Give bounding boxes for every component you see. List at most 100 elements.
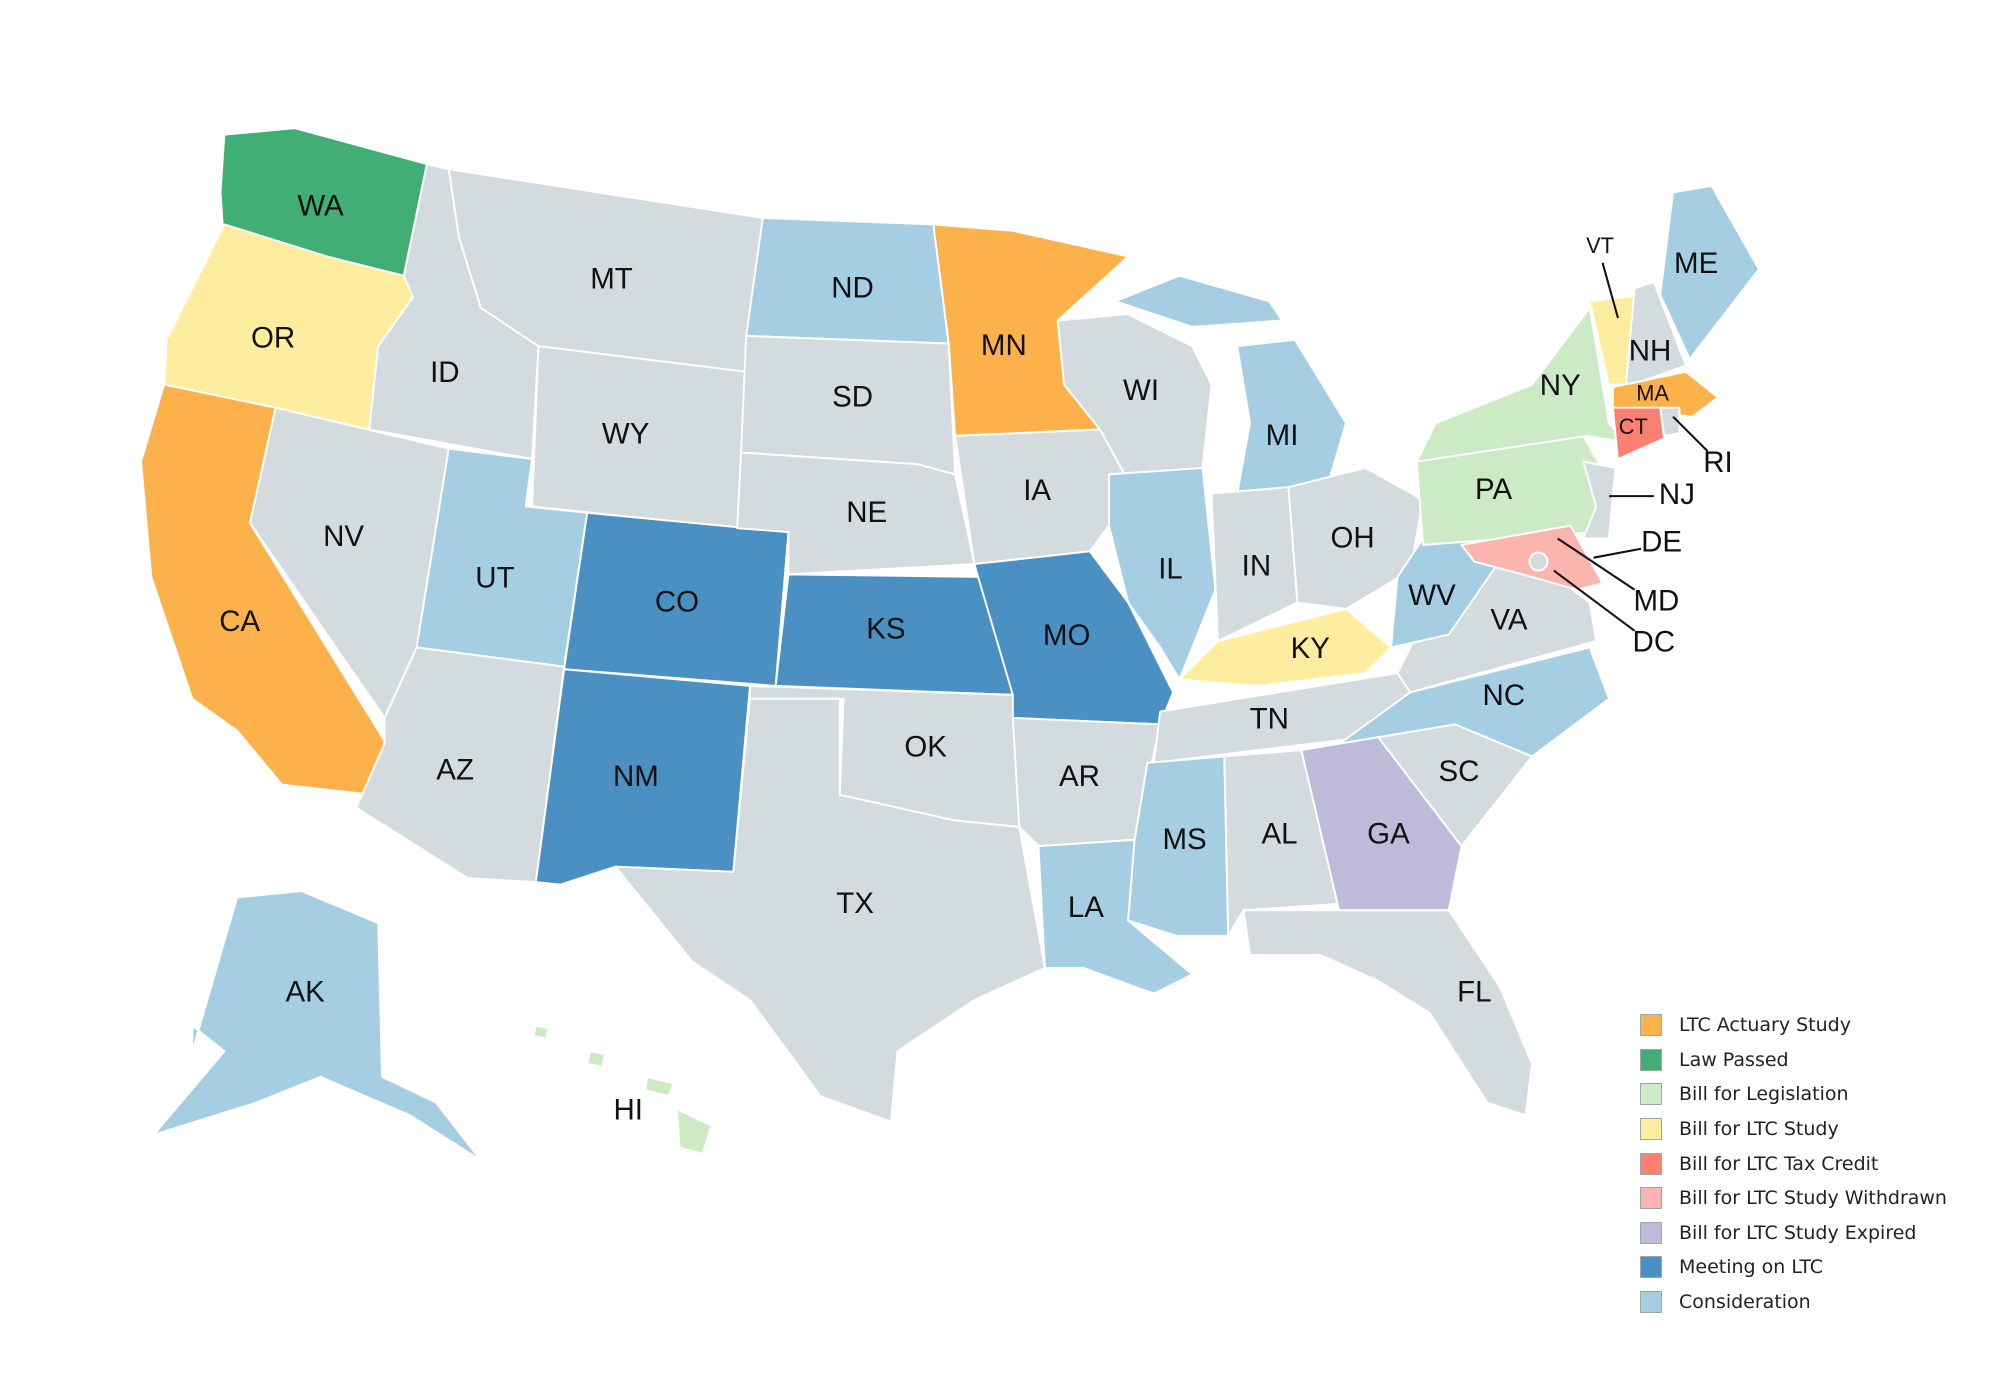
state-shape[interactable]: [675, 1108, 713, 1155]
state-shape[interactable]: [973, 550, 1175, 726]
state-shape[interactable]: [586, 1050, 607, 1068]
leader-line: [1593, 547, 1642, 559]
state-label: AR: [1059, 760, 1100, 793]
state-ri[interactable]: [1659, 406, 1681, 437]
legend-swatch: [1640, 1083, 1662, 1106]
state-shape[interactable]: [1178, 608, 1392, 687]
state-shape[interactable]: [532, 1024, 550, 1040]
state-shape[interactable]: [1223, 749, 1341, 937]
state-shape[interactable]: [1611, 370, 1719, 418]
state-label: NH: [1629, 334, 1672, 367]
state-shape[interactable]: [1242, 909, 1534, 1117]
state-label: NM: [613, 760, 659, 793]
state-mi[interactable]: [1114, 274, 1348, 495]
state-label: MA: [1636, 381, 1669, 406]
state-label: UT: [475, 561, 514, 594]
legend-swatch: [1640, 1014, 1662, 1037]
state-label: IN: [1242, 550, 1271, 583]
state-label: WV: [1408, 579, 1456, 612]
state-al[interactable]: [1223, 749, 1341, 937]
legend-label: Consideration: [1679, 1291, 1811, 1314]
state-me[interactable]: [1659, 184, 1760, 360]
state-shape[interactable]: [152, 890, 482, 1162]
state-label: WI: [1123, 374, 1159, 407]
state-shape[interactable]: [1528, 551, 1549, 572]
legend-label: Bill for Legislation: [1679, 1083, 1849, 1106]
state-label: HI: [613, 1093, 642, 1126]
state-label: NE: [846, 496, 887, 529]
state-ne[interactable]: [736, 451, 976, 576]
state-label: CO: [655, 586, 699, 619]
state-shape[interactable]: [1415, 306, 1627, 463]
state-label: ND: [831, 272, 874, 305]
legend-item-meeting: Meeting on LTC: [1640, 1250, 1947, 1285]
legend-swatch: [1640, 1152, 1662, 1175]
state-label: IL: [1158, 552, 1183, 585]
legend-swatch: [1640, 1256, 1662, 1279]
legend-swatch: [1640, 1048, 1662, 1071]
state-shape[interactable]: [1624, 281, 1687, 389]
state-shape[interactable]: [614, 697, 1046, 1123]
state-label: OK: [904, 730, 947, 763]
state-label: TN: [1250, 702, 1289, 735]
state-label: NJ: [1659, 478, 1695, 511]
leader-line: [1672, 415, 1709, 453]
state-label: AL: [1261, 818, 1297, 851]
legend-item-legislation: Bill for Legislation: [1640, 1077, 1947, 1112]
state-shape[interactable]: [1236, 338, 1348, 495]
state-tx[interactable]: [614, 697, 1046, 1123]
state-ak[interactable]: [152, 890, 482, 1162]
state-shape[interactable]: [1108, 466, 1217, 681]
state-label: MD: [1633, 584, 1679, 617]
state-label: WY: [602, 418, 650, 451]
state-label: RI: [1703, 446, 1732, 479]
state-label: NC: [1483, 679, 1526, 712]
state-shape[interactable]: [643, 1075, 675, 1098]
state-label: ME: [1674, 247, 1718, 280]
state-shape[interactable]: [736, 451, 976, 576]
legend-swatch: [1640, 1221, 1662, 1244]
state-dc[interactable]: [1528, 551, 1549, 572]
state-shape[interactable]: [1611, 406, 1666, 460]
legend-item-consideration: Consideration: [1640, 1285, 1947, 1320]
legend-label: Bill for LTC Tax Credit: [1679, 1152, 1879, 1175]
state-il[interactable]: [1108, 466, 1217, 681]
legend-item-withdrawn: Bill for LTC Study Withdrawn: [1640, 1181, 1947, 1216]
legend-item-taxcredit: Bill for LTC Tax Credit: [1640, 1146, 1947, 1181]
legend-swatch: [1640, 1118, 1662, 1141]
state-label: VT: [1586, 233, 1614, 258]
state-label: KY: [1291, 632, 1331, 665]
state-mo[interactable]: [973, 550, 1175, 726]
state-label: DE: [1641, 525, 1682, 558]
state-label: MO: [1043, 619, 1090, 652]
state-shape[interactable]: [1582, 460, 1617, 540]
state-shape[interactable]: [1659, 406, 1681, 437]
state-label: AZ: [436, 754, 474, 787]
state-shape[interactable]: [1659, 184, 1760, 360]
state-label: GA: [1367, 818, 1410, 851]
state-label: CA: [219, 605, 260, 638]
legend-swatch: [1640, 1291, 1662, 1314]
state-fl[interactable]: [1242, 909, 1534, 1117]
state-shape[interactable]: [1114, 274, 1284, 328]
leader-line: [1601, 262, 1619, 319]
state-label: MN: [981, 329, 1027, 362]
state-label: AK: [285, 975, 325, 1008]
state-label: KS: [866, 613, 905, 646]
state-label: OR: [251, 322, 295, 355]
legend-label: Bill for LTC Study Withdrawn: [1679, 1187, 1947, 1210]
state-ma[interactable]: [1611, 370, 1719, 418]
state-label: PA: [1475, 473, 1512, 506]
state-label: VA: [1490, 604, 1527, 637]
state-label: LA: [1068, 891, 1104, 924]
legend-label: Bill for LTC Study: [1679, 1118, 1839, 1141]
state-ct[interactable]: [1611, 406, 1666, 460]
state-ny[interactable]: [1415, 306, 1627, 463]
state-ky[interactable]: [1178, 608, 1392, 687]
state-hi[interactable]: [532, 1024, 713, 1155]
state-nh[interactable]: [1624, 281, 1687, 389]
state-label: IA: [1023, 474, 1051, 507]
state-label: DC: [1633, 625, 1676, 658]
state-nj[interactable]: [1582, 460, 1617, 540]
